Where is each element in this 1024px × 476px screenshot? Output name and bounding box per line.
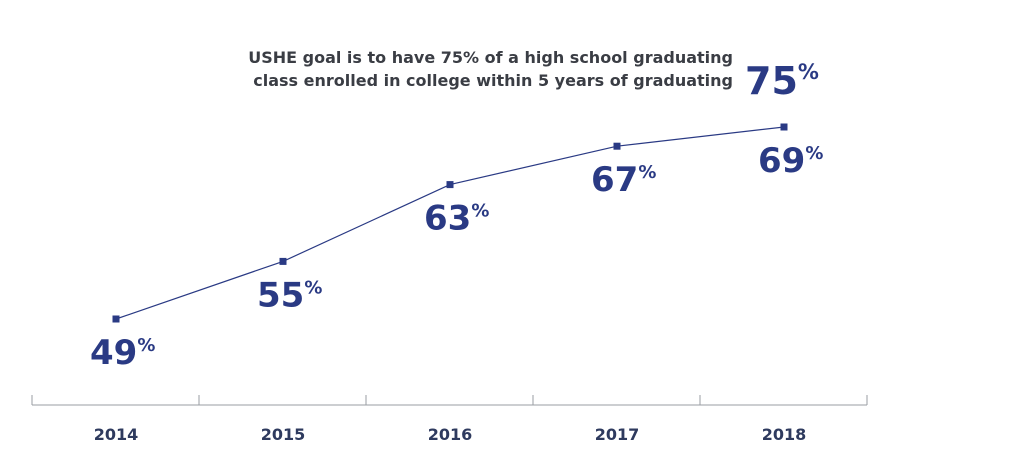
data-point [279, 257, 287, 265]
goal-value: 75% [745, 50, 819, 103]
data-point [446, 181, 454, 189]
x-tick-label: 2014 [94, 425, 139, 444]
data-point [112, 315, 120, 323]
x-tick-label: 2017 [595, 425, 640, 444]
goal-line-1: USHE goal is to have 75% of a high schoo… [248, 48, 733, 67]
data-points [112, 123, 788, 323]
goal-description: USHE goal is to have 75% of a high schoo… [248, 46, 733, 92]
x-tick-label: 2015 [261, 425, 306, 444]
data-label: 67% [591, 160, 656, 200]
data-label: 63% [424, 199, 489, 239]
x-tick-label: 2016 [428, 425, 473, 444]
x-tick-label: 2018 [762, 425, 807, 444]
goal-value-number: 75 [745, 59, 798, 103]
data-labels: 49% 55% 63% 67% 69% [90, 141, 823, 373]
goal-note: USHE goal is to have 75% of a high schoo… [0, 0, 1024, 110]
data-point [613, 142, 621, 150]
data-point [780, 123, 788, 131]
data-label: 55% [257, 275, 322, 315]
x-axis: 2014 2015 2016 2017 2018 [31, 395, 868, 444]
data-label: 69% [758, 141, 823, 181]
goal-value-unit: % [797, 60, 819, 84]
data-label: 49% [90, 333, 155, 373]
goal-line-2: class enrolled in college within 5 years… [253, 71, 733, 90]
